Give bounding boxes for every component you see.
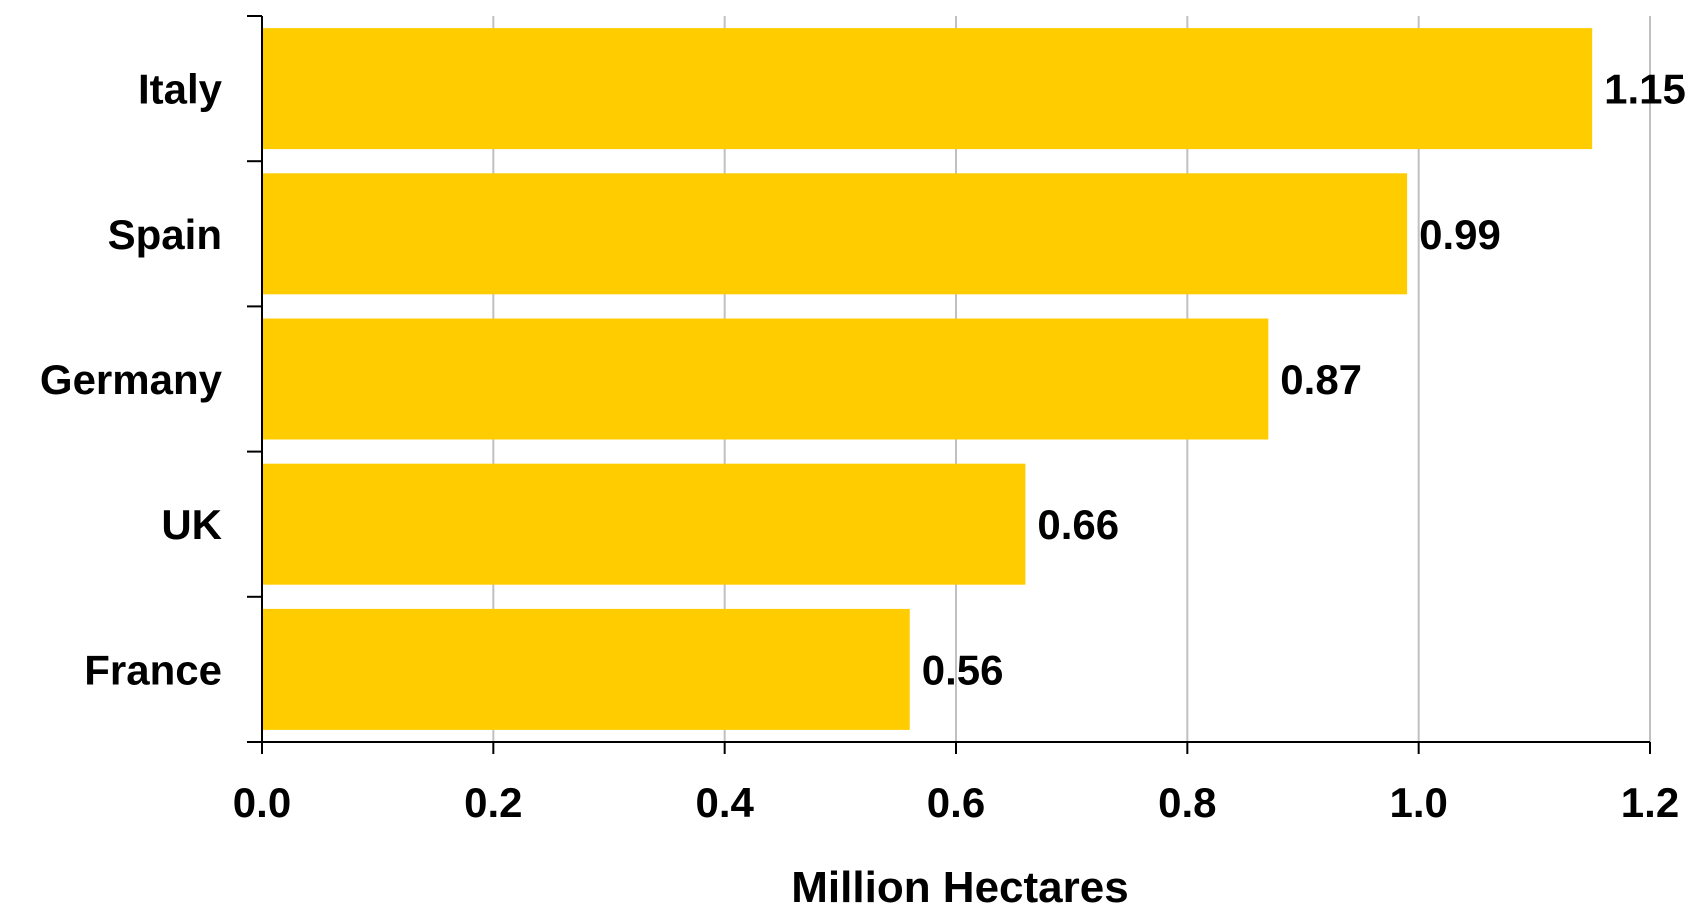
bars xyxy=(262,28,1593,730)
value-label-germany: 0.87 xyxy=(1280,356,1362,403)
value-label-uk: 0.66 xyxy=(1037,501,1119,548)
bar-germany xyxy=(262,318,1269,440)
category-label-uk: UK xyxy=(161,501,222,548)
x-tick-label-5: 1.0 xyxy=(1389,779,1447,826)
x-tick-label-2: 0.4 xyxy=(695,779,754,826)
x-tick-label-1: 0.2 xyxy=(464,779,522,826)
category-label-italy: Italy xyxy=(138,66,223,113)
x-tick-label-6: 1.2 xyxy=(1621,779,1679,826)
value-label-italy: 1.15 xyxy=(1604,66,1686,113)
category-label-france: France xyxy=(84,646,222,693)
x-axis-title: Million Hectares xyxy=(791,863,1128,912)
labels: 1.15 Italy 0.99 Spain 0.87 Germany 0.66 UK 0.56 F… xyxy=(40,66,1686,826)
bar-italy xyxy=(262,28,1593,150)
bar-france xyxy=(262,608,910,730)
bar-spain xyxy=(262,173,1408,295)
x-tick-label-3: 0.6 xyxy=(927,779,985,826)
value-label-france: 0.56 xyxy=(922,646,1004,693)
category-label-germany: Germany xyxy=(40,356,223,403)
category-label-spain: Spain xyxy=(108,211,222,258)
axes xyxy=(247,15,1651,754)
bar-uk xyxy=(262,463,1026,585)
x-tick-label-0: 0.0 xyxy=(233,779,291,826)
x-tick-label-4: 0.8 xyxy=(1158,779,1216,826)
value-label-spain: 0.99 xyxy=(1419,211,1501,258)
